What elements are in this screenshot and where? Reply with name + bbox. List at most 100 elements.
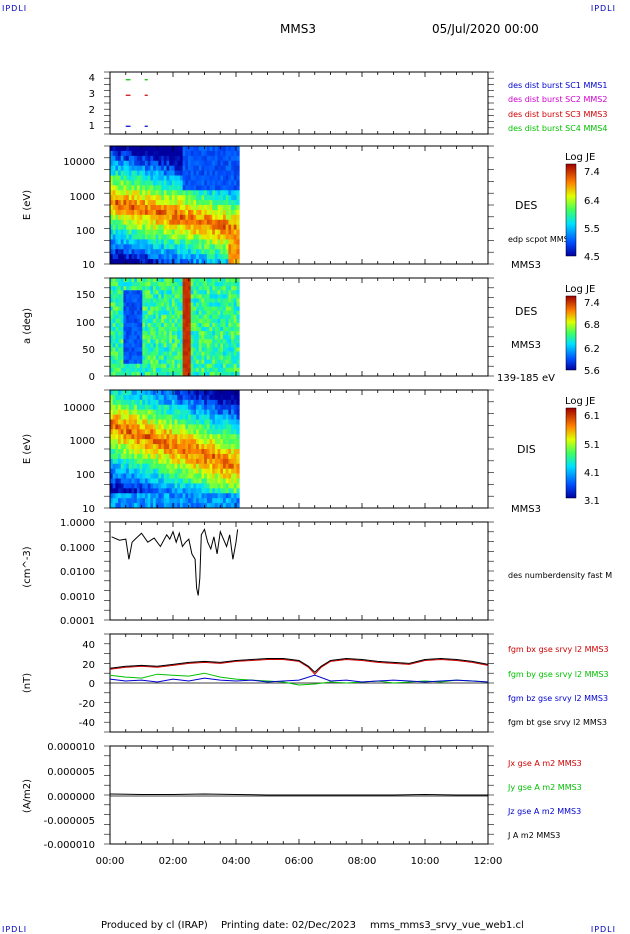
dis-e-cells-cell [196,493,200,499]
des-p-cells-cell [233,359,237,365]
des-e-cells-cell [171,180,176,186]
des-e-cells-cell [155,219,159,226]
des-e-cells-cell [177,200,181,206]
des-p-cells-cell [182,363,186,369]
dis-e-cells-cell [163,478,167,484]
des-e-cells-cell [223,239,227,245]
des-p-cells-cell [233,310,237,316]
des-e-cells-cell [144,249,149,255]
des-e-cells-cell [231,249,235,255]
des-e-cells-cell [217,170,221,176]
des-p-cells-cell [214,339,219,344]
des-p-cbar-tick-2: 6.2 [584,344,600,355]
dis-e-cells-cell [123,478,127,484]
des-p-cells-cell [115,286,119,291]
des-p-cells-cell [147,363,151,369]
des-p-cells-cell [179,306,184,312]
dis-e-cells-cell [123,503,127,509]
des-p-cells-cell [158,355,162,361]
dis-e-cells-cell [110,488,114,494]
des-e-cells-cell [166,219,170,226]
dis-e-cells-cell [136,498,141,504]
dis-e-cells-cell [171,429,176,435]
des-p-cells-cell [182,318,186,324]
des-e-cells-cell [147,249,151,255]
des-e-cells-cell [118,214,122,221]
des-e-cells-cell [182,155,186,162]
des-p-cells-cell [120,298,124,303]
time-tick-0600: 06:00 [285,856,314,867]
dis-e-cells-cell [131,458,135,465]
dis-e-cells-cell [185,478,189,484]
des-e-cells-cell [142,165,146,172]
des-p-cells-cell [201,318,205,324]
des-e-cells-cell [223,254,227,260]
des-e-cells-cell [166,205,170,211]
des-e-cells-cell [171,170,176,176]
des-e-cells-cell [228,170,232,176]
des-e-cells-cell [209,155,213,162]
des-e-cells-cell [171,249,176,255]
des-e-cells-cell [142,146,146,152]
des-e-cells-cell [139,219,143,226]
des-e-cells-cell [228,155,232,162]
des-e-cells-cell [198,165,202,172]
des-p-cells-cell [163,282,167,287]
des-e-cells-cell [144,224,149,231]
des-e-cells-cell [182,150,186,157]
des-p-cells-cell [233,318,237,324]
dis-e-cells-cell [128,394,133,401]
des-e-cells-cell [220,200,224,206]
des-e-cells-cell [139,205,143,211]
des-e-cells-cell [144,165,149,172]
dis-e-cells-cell [115,463,119,470]
dis-e-cells-cell [123,394,127,401]
dis-e-cells-cell [131,453,135,460]
des-p-cells-cell [206,290,211,295]
des-p-cells-cell [120,322,124,328]
des-p-cells-cell [179,298,184,303]
dis-e-cells-cell [174,434,178,440]
des-p-cells-cell [217,371,221,377]
des-p-cells-cell [223,322,227,328]
des-e-cells-cell [131,239,135,245]
des-e-cells-cell [185,229,189,235]
b-legend-bt: fgm bt gse srvy l2 MMS3 [508,718,607,727]
dis-e-cells-cell [236,404,240,411]
dis-e-cells-cell [206,439,211,445]
dis-e-cells-cell [217,399,221,406]
dis-e-cells-cell [182,429,186,435]
dens-ylabel: (cm^-3) [22,546,33,587]
des-p-cells-cell [188,335,192,340]
des-e-cells-cell [217,155,221,162]
des-e-cells-cell [150,214,154,221]
des-e-cells-cell [179,195,184,201]
dis-e-cells-cell [169,394,173,401]
dis-e-cells-cell [163,473,167,479]
des-e-cells-cell [139,224,143,231]
des-p-cells-cell [136,298,141,303]
dis-e-cells-cell [134,444,138,450]
des-p-cells-cell [171,343,176,348]
des-p-cells-cell [153,371,157,377]
des-p-cells-cell [163,359,167,365]
dis-e-cells-cell [166,483,170,489]
des-p-cells-cell [220,363,224,369]
des-e-cells-cell [198,239,202,245]
des-e-cells-cell [225,214,229,221]
des-e-cells-cell [174,249,178,255]
des-e-cells-cell [169,170,173,176]
des-e-cells-cell [212,239,216,245]
des-p-cells-cell [236,318,240,324]
des-p-cells-cell [228,294,232,299]
des-p-cells-cell [212,302,216,308]
des-p-cells-cell [128,318,133,324]
des-p-cells-cell [158,322,162,328]
des-e-cells-cell [182,185,186,191]
dis-e-cells-cell [223,409,227,416]
des-e-cells-cell [155,195,159,201]
dis-e-cells-cell [120,404,124,411]
dis-e-cells-cell [150,463,154,470]
dis-e-cells-cell [123,468,127,475]
dis-e-cells-cell [131,409,135,416]
